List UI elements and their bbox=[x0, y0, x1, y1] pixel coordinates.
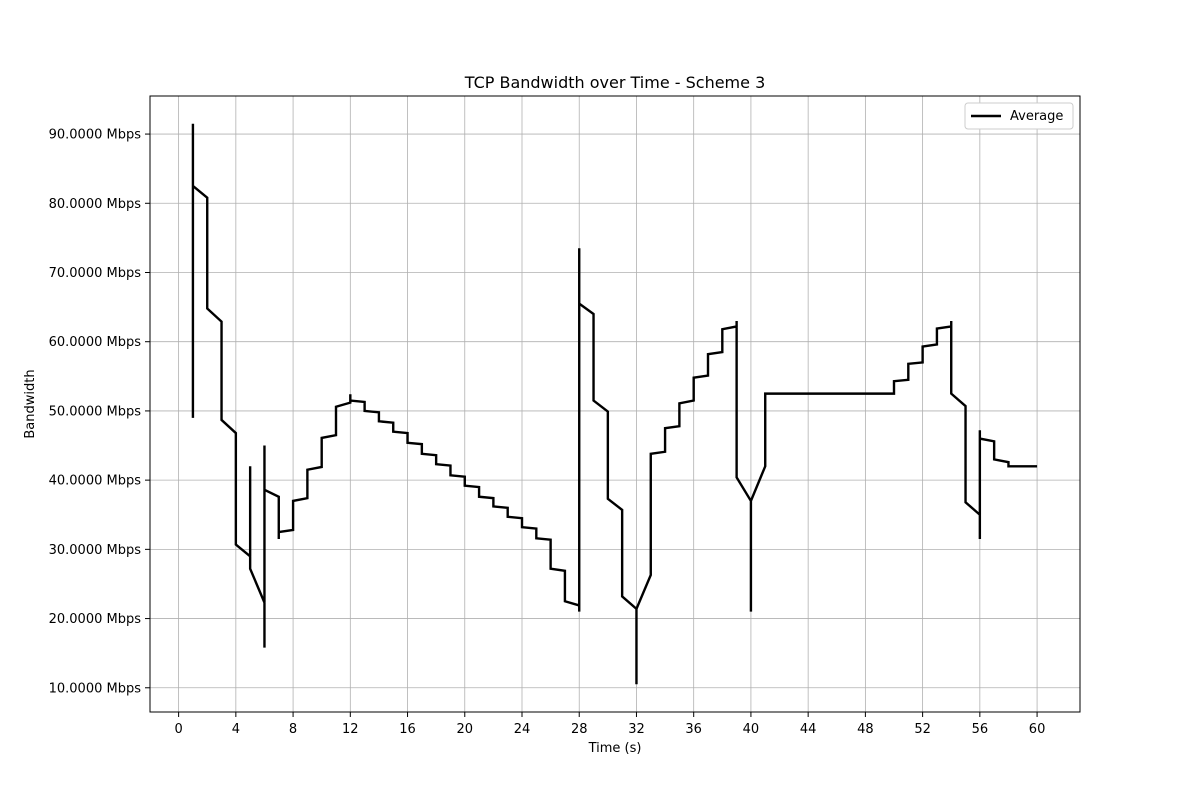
x-tick-label: 28 bbox=[571, 722, 588, 737]
y-tick-label: 40.0000 Mbps bbox=[49, 474, 142, 489]
x-tick-label: 36 bbox=[685, 722, 702, 737]
y-tick-label: 30.0000 Mbps bbox=[49, 543, 142, 558]
series-layer bbox=[191, 123, 1038, 685]
x-tick-label: 4 bbox=[232, 722, 240, 737]
x-tick-label: 44 bbox=[800, 722, 817, 737]
x-tick-label: 40 bbox=[743, 722, 760, 737]
y-axis-title: Bandwidth bbox=[23, 369, 38, 438]
y-tick-label: 50.0000 Mbps bbox=[49, 404, 142, 419]
y-tick-label: 80.0000 Mbps bbox=[49, 197, 142, 212]
y-tick-label: 20.0000 Mbps bbox=[49, 612, 142, 627]
x-tick-label: 60 bbox=[1029, 722, 1046, 737]
plot-area-frame bbox=[149, 95, 1081, 713]
x-tick-label: 32 bbox=[628, 722, 645, 737]
chart-title: TCP Bandwidth over Time - Scheme 3 bbox=[464, 73, 766, 92]
x-axis-ticks: 0 4 8 12 16 20 24 28 32 36 40 44 48 52 56 60 bbox=[174, 712, 1045, 737]
x-tick-label: 16 bbox=[399, 722, 416, 737]
x-tick-label: 12 bbox=[342, 722, 359, 737]
legend-label-average: Average bbox=[1010, 109, 1063, 124]
x-tick-label: 0 bbox=[174, 722, 182, 737]
y-tick-label: 70.0000 Mbps bbox=[49, 266, 142, 281]
y-tick-label: 90.0000 Mbps bbox=[49, 128, 142, 143]
x-tick-label: 20 bbox=[456, 722, 473, 737]
x-axis-title: Time (s) bbox=[588, 741, 642, 756]
x-tick-label: 56 bbox=[972, 722, 989, 737]
y-tick-label: 60.0000 Mbps bbox=[49, 335, 142, 350]
legend: Average bbox=[964, 102, 1074, 130]
y-tick-label: 10.0000 Mbps bbox=[49, 681, 142, 696]
x-tick-label: 52 bbox=[914, 722, 931, 737]
x-tick-label: 48 bbox=[857, 722, 874, 737]
x-tick-label: 8 bbox=[289, 722, 297, 737]
series-line-average bbox=[191, 123, 1038, 685]
x-tick-label: 24 bbox=[514, 722, 531, 737]
legend-box bbox=[964, 102, 1074, 130]
y-axis-ticks: 10.0000 Mbps 20.0000 Mbps 30.0000 Mbps 40.0… bbox=[49, 128, 150, 696]
